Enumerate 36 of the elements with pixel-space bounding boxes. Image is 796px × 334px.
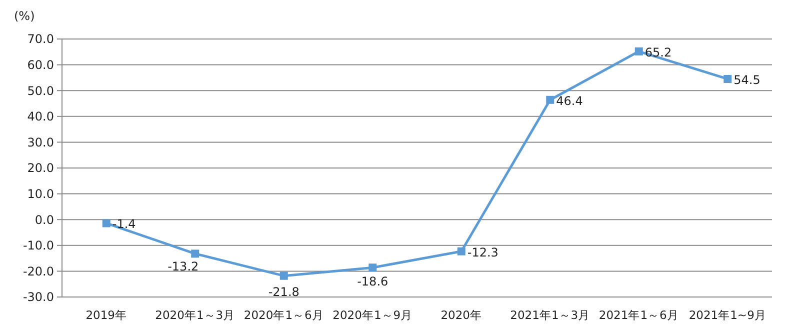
y-tick-label: 10.0 — [27, 187, 54, 201]
data-label: -12.3 — [467, 245, 498, 260]
x-tick-label: 2020年1～6月 — [244, 308, 324, 322]
data-label: -18.6 — [357, 274, 388, 289]
data-label: 46.4 — [556, 94, 583, 108]
data-label: 65.2 — [644, 45, 672, 60]
point — [634, 47, 643, 56]
y-tick-label: 20.0 — [27, 161, 54, 176]
y-tick-label: -10.0 — [22, 238, 54, 253]
y-tick-label: 30.0 — [27, 135, 54, 150]
x-tick-label: 2020年 — [440, 308, 482, 322]
point — [368, 264, 377, 272]
data-label: -13.2 — [168, 260, 199, 274]
data-label: 54.5 — [734, 72, 760, 87]
y-tick-label: 60.0 — [27, 58, 54, 72]
x-tick-label: 2021年1～6月 — [598, 308, 679, 322]
point — [280, 272, 288, 280]
data-label: -21.8 — [268, 284, 300, 299]
x-tick-label: 2019年 — [86, 308, 128, 322]
point — [457, 247, 466, 256]
y-tick-label: 50.0 — [27, 84, 54, 98]
y-tick-label: 40.0 — [27, 110, 54, 124]
point — [102, 219, 110, 228]
point — [724, 74, 732, 83]
x-tick-label: 2020年1～9月 — [332, 308, 413, 322]
x-tick-label: 2020年1～3月 — [155, 308, 236, 322]
point — [546, 96, 554, 104]
y-axis-title: (%) — [14, 9, 35, 23]
y-tick-label: 0.0 — [34, 212, 54, 227]
x-tick-label: 2021年1~9月 — [688, 308, 766, 322]
y-tick-label: 70.0 — [27, 32, 54, 46]
y-tick-label: -30.0 — [22, 290, 54, 304]
point — [191, 250, 200, 258]
data-label: -1.4 — [112, 217, 136, 232]
y-tick-label: -20.0 — [22, 264, 54, 278]
x-tick-label: 2021年1～3月 — [510, 308, 590, 322]
